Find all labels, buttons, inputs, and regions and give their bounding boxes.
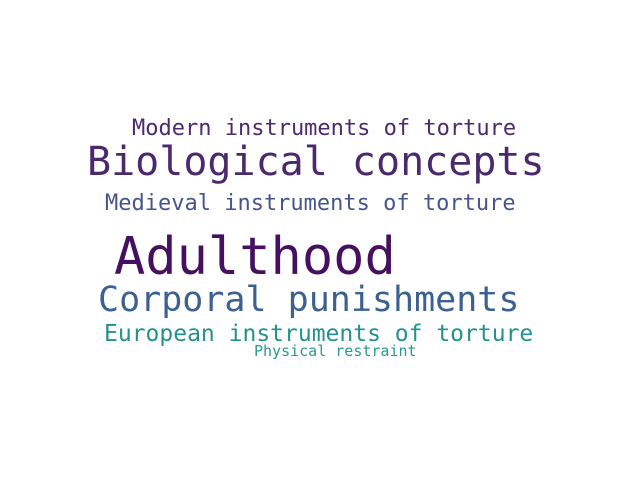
word-physical-restraint: Physical restraint [254, 342, 417, 360]
word-corporal-punishments: Corporal punishments [98, 280, 520, 320]
word-modern-instruments-of-torture: Modern instruments of torture [132, 116, 517, 141]
word-medieval-instruments-of-torture: Medieval instruments of torture [105, 191, 516, 216]
word-biological-concepts: Biological concepts [87, 139, 545, 185]
word-european-instruments-of-torture: European instruments of torture [104, 321, 534, 347]
word-adulthood: Adulthood [114, 227, 396, 287]
